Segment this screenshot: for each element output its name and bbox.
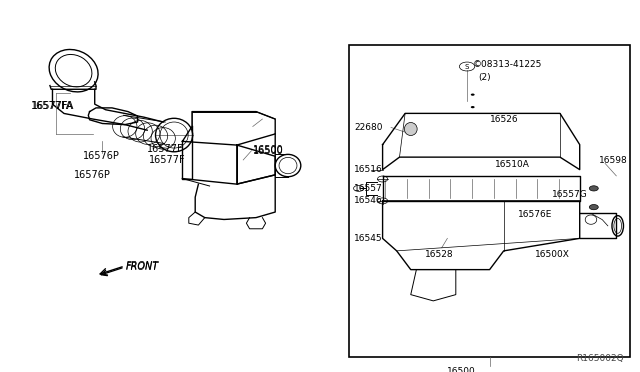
Circle shape [471, 93, 475, 96]
Text: FRONT: FRONT [126, 261, 159, 271]
Text: 16545: 16545 [355, 234, 383, 243]
Text: ©08313-41225: ©08313-41225 [473, 61, 542, 70]
Text: S: S [465, 64, 469, 70]
Text: 16577F: 16577F [149, 155, 186, 165]
Text: 16546: 16546 [355, 196, 383, 205]
Text: 16510A: 16510A [495, 160, 530, 169]
Text: 16526: 16526 [490, 115, 518, 124]
Text: 16576P: 16576P [83, 151, 120, 161]
Text: FRONT: FRONT [126, 262, 159, 272]
Circle shape [471, 106, 475, 108]
Ellipse shape [404, 122, 417, 135]
Text: 16576E: 16576E [518, 211, 552, 219]
Text: (2): (2) [478, 73, 491, 82]
Text: 16500: 16500 [253, 146, 284, 155]
Text: 16577F: 16577F [147, 144, 184, 154]
Circle shape [589, 186, 598, 191]
Text: 16500: 16500 [253, 145, 284, 154]
Text: 16576P: 16576P [74, 170, 111, 180]
Text: 16577FA: 16577FA [32, 101, 74, 111]
Circle shape [589, 205, 598, 210]
Text: 16516: 16516 [355, 165, 383, 174]
Text: 16557: 16557 [355, 184, 383, 193]
Bar [349, 45, 630, 357]
Text: 16577FA: 16577FA [31, 101, 73, 111]
Text: 22680: 22680 [355, 123, 383, 132]
Text: 16500: 16500 [447, 368, 476, 372]
Text: 16528: 16528 [425, 250, 454, 259]
Text: 16598: 16598 [600, 156, 628, 165]
Text: 16557G: 16557G [552, 190, 588, 199]
Text: R165002Q: R165002Q [577, 354, 624, 363]
Text: 16500X: 16500X [534, 250, 570, 259]
